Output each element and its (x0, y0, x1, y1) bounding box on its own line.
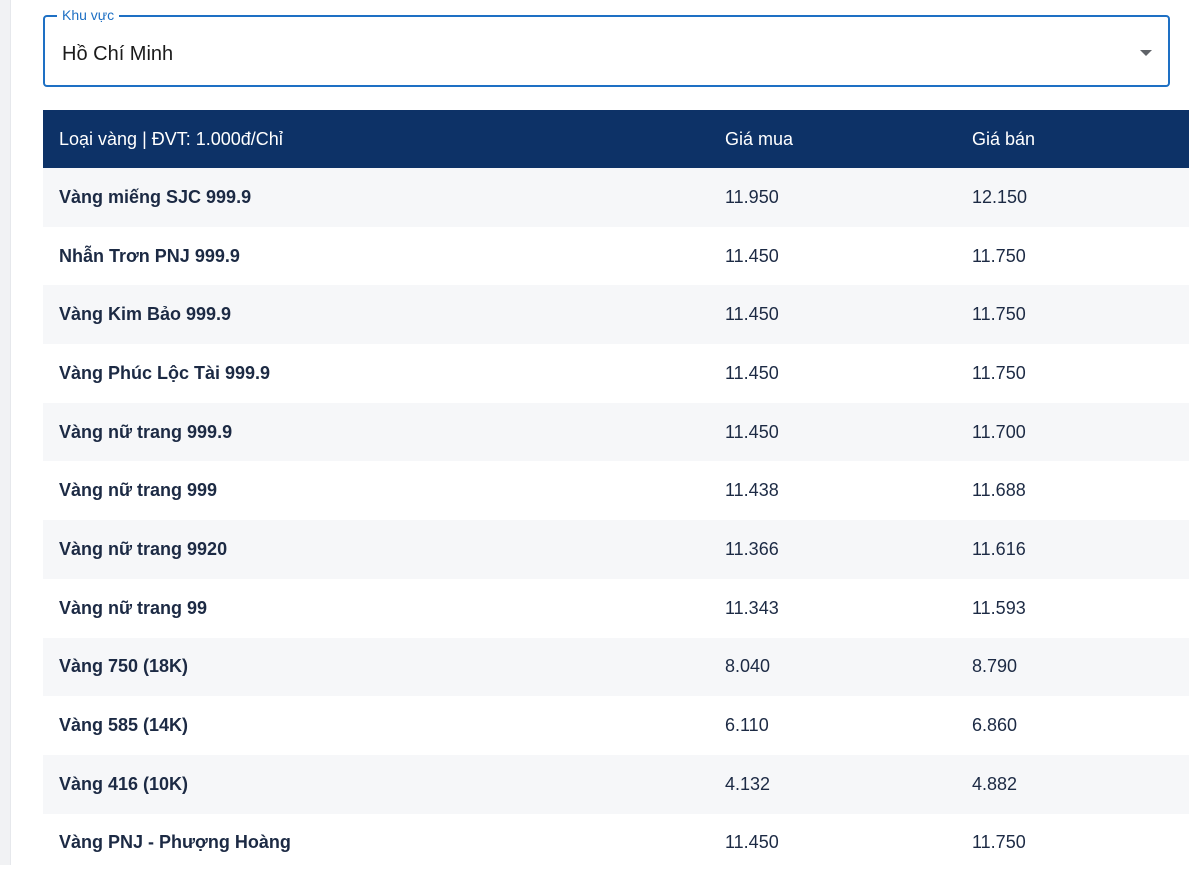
sell-price-cell: 12.150 (972, 186, 1028, 207)
gold-price-table: Loại vàng | ĐVT: 1.000đ/Chỉ Giá mua Giá … (43, 110, 1189, 872)
chevron-down-icon[interactable] (1140, 50, 1152, 56)
buy-price-cell: 8.040 (725, 656, 771, 677)
buy-price-cell: 11.450 (725, 421, 779, 442)
gold-type-cell: Vàng nữ trang 9920 (59, 538, 228, 559)
buy-price-cell: 11.450 (725, 304, 779, 325)
buy-price-cell: 11.366 (725, 538, 779, 559)
gold-type-cell: Nhẫn Trơn PNJ 999.9 (59, 245, 240, 266)
table-row: Nhẫn Trơn PNJ 999.9 11.450 11.750 (43, 226, 1189, 286)
buy-price-cell: 4.132 (725, 773, 771, 794)
header-sell-price: Giá bán (972, 128, 1036, 149)
sell-price-cell: 11.750 (972, 245, 1026, 266)
gold-type-cell: Vàng 750 (18K) (59, 656, 189, 677)
sell-price-cell: 11.700 (972, 421, 1026, 442)
table-row: Vàng nữ trang 9920 11.366 11.616 (43, 520, 1189, 579)
gold-type-cell: Vàng nữ trang 999.9 (59, 421, 233, 442)
table-row: Vàng nữ trang 999.9 11.450 11.700 (43, 402, 1189, 462)
region-label: Khu vực (57, 6, 120, 24)
sell-price-cell: 6.860 (972, 715, 1018, 736)
sell-price-cell: 4.882 (972, 773, 1018, 794)
region-selected-value: Hồ Chí Minh (62, 43, 174, 65)
buy-price-cell: 11.343 (725, 597, 779, 618)
buy-price-cell: 11.950 (725, 186, 779, 207)
buy-price-cell: 6.110 (725, 715, 769, 736)
buy-price-cell: 11.438 (725, 480, 779, 501)
gold-type-cell: Vàng 416 (10K) (59, 773, 189, 794)
sell-price-cell: 8.790 (972, 656, 1018, 677)
buy-price-cell: 11.450 (725, 362, 779, 383)
region-select[interactable]: Khu vực Hồ Chí Minh (43, 6, 1170, 87)
table-row: Vàng miếng SJC 999.9 11.950 12.150 (43, 168, 1189, 227)
table-row: Vàng nữ trang 99 11.343 11.593 (43, 578, 1189, 638)
table-row: Vàng Phúc Lộc Tài 999.9 11.450 11.750 (43, 344, 1189, 403)
header-buy-price: Giá mua (725, 128, 794, 149)
table-header-row: Loại vàng | ĐVT: 1.000đ/Chỉ Giá mua Giá … (43, 110, 1189, 168)
sell-price-cell: 11.750 (972, 362, 1026, 383)
sell-price-cell: 11.750 (972, 832, 1026, 853)
sell-price-cell: 11.750 (972, 304, 1026, 325)
sell-price-cell: 11.616 (972, 538, 1026, 559)
gold-type-cell: Vàng PNJ - Phượng Hoàng (59, 832, 291, 853)
table-row: Vàng nữ trang 999 11.438 11.688 (43, 461, 1189, 521)
header-gold-type: Loại vàng | ĐVT: 1.000đ/Chỉ (59, 128, 283, 149)
gold-type-cell: Vàng Kim Bảo 999.9 (59, 304, 232, 325)
buy-price-cell: 11.450 (725, 832, 779, 853)
sell-price-cell: 11.688 (972, 480, 1026, 501)
left-gutter (0, 0, 11, 865)
sell-price-cell: 11.593 (972, 597, 1026, 618)
buy-price-cell: 11.450 (725, 245, 779, 266)
gold-type-cell: Vàng Phúc Lộc Tài 999.9 (59, 362, 271, 383)
table-row: Vàng 585 (14K) 6.110 6.860 (43, 696, 1189, 755)
gold-type-cell: Vàng nữ trang 999 (59, 480, 218, 501)
table-row: Vàng 750 (18K) 8.040 8.790 (43, 637, 1189, 697)
table-row: Vàng 416 (10K) 4.132 4.882 (43, 754, 1189, 814)
table-row: Vàng PNJ - Phượng Hoàng 11.450 11.750 (43, 813, 1189, 872)
table-row: Vàng Kim Bảo 999.9 11.450 11.750 (43, 285, 1189, 345)
gold-type-cell: Vàng 585 (14K) (59, 715, 189, 736)
gold-type-cell: Vàng nữ trang 99 (59, 597, 208, 618)
gold-type-cell: Vàng miếng SJC 999.9 (59, 186, 252, 207)
